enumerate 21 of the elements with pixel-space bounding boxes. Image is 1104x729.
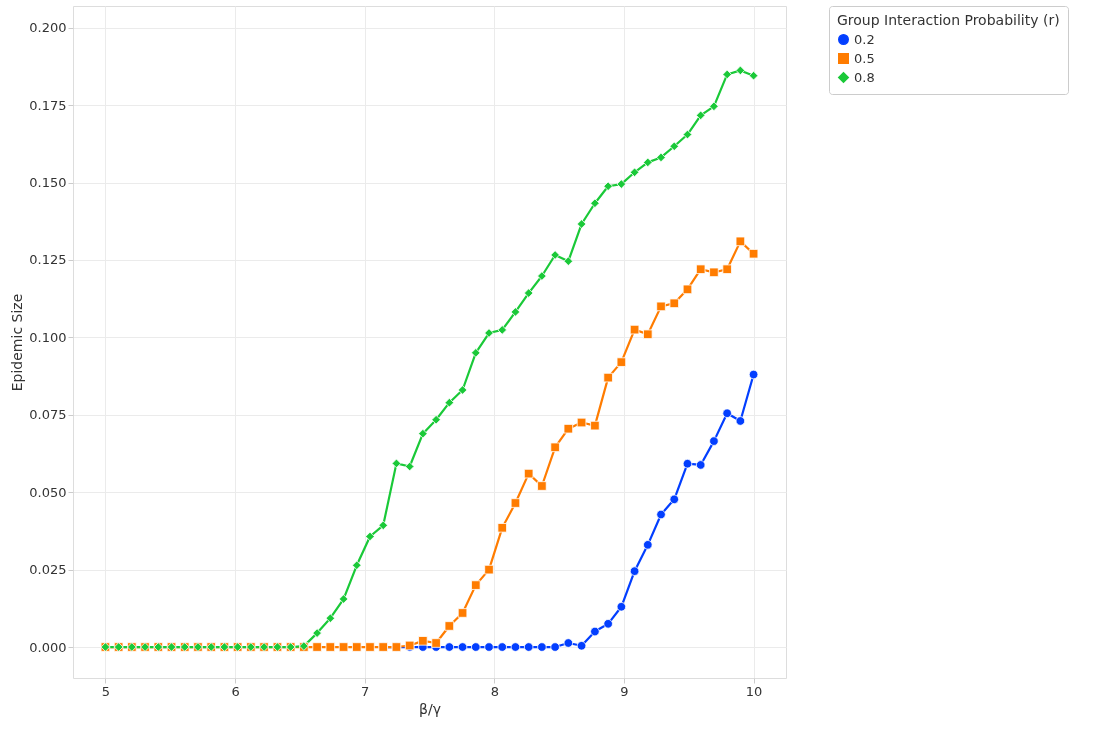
x-tick-label: 5	[101, 683, 111, 699]
x-tick-label: 8	[490, 683, 499, 699]
y-tick-label: 0.200	[29, 20, 67, 36]
x-tick-label: 10	[745, 683, 763, 699]
legend-label: 0.5	[854, 50, 875, 66]
y-tick-label: 0.150	[29, 175, 67, 191]
y-axis-title: Epidemic Size	[9, 293, 26, 392]
legend-title: Group Interaction Probability (r)	[837, 12, 1060, 28]
y-tick-label: 0.000	[29, 639, 67, 655]
y-tick-label: 0.100	[29, 329, 67, 345]
legend-label: 0.2	[854, 31, 875, 47]
y-tick-label: 0.175	[29, 97, 67, 113]
y-tick-label: 0.075	[29, 407, 67, 423]
y-tick-label: 0.025	[29, 562, 67, 578]
legend-label: 0.8	[854, 69, 875, 85]
x-tick-label: 6	[231, 683, 240, 699]
y-tick-label: 0.050	[29, 484, 67, 500]
x-axis-title: β/γ	[419, 700, 441, 717]
x-tick-label: 7	[361, 683, 370, 699]
x-tick-label: 9	[620, 683, 629, 699]
y-tick-label: 0.125	[29, 252, 67, 268]
